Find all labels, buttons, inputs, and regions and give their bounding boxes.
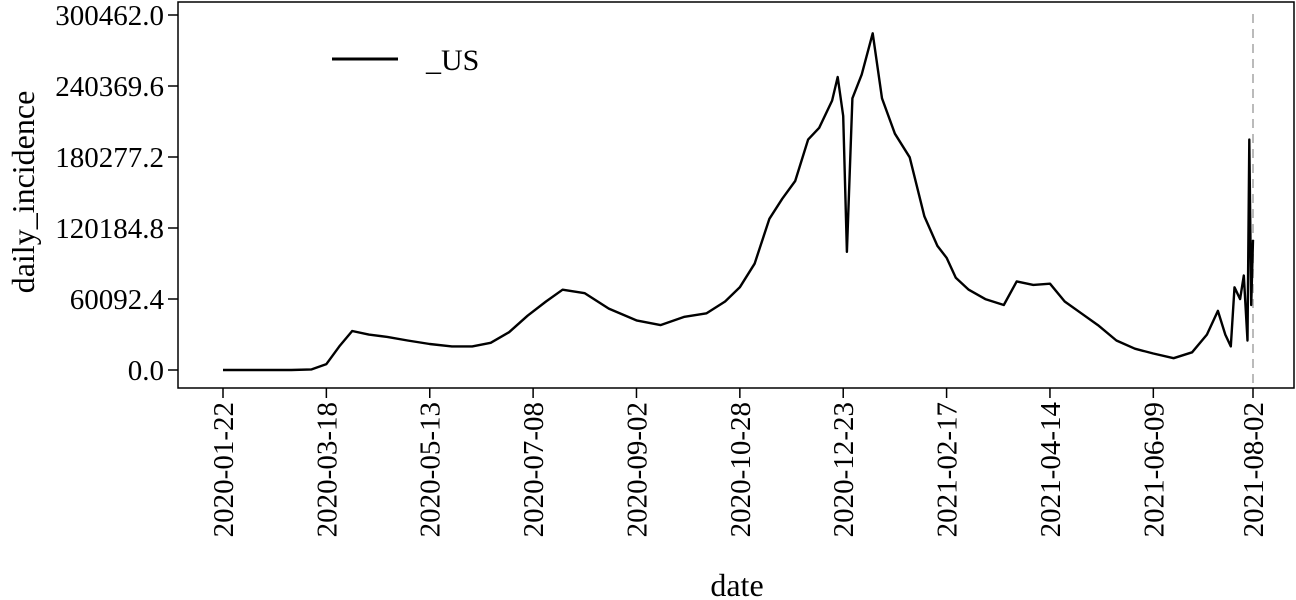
y-tick-label: 60092.4 — [70, 284, 165, 316]
series-line-us — [223, 32, 1255, 372]
x-tick-label: 2021-04-14 — [1035, 402, 1067, 538]
plot-area — [177, 1, 1295, 389]
legend: _US — [332, 44, 479, 77]
x-tick-label: 2021-06-09 — [1138, 402, 1170, 537]
x-axis-title: date — [710, 567, 763, 600]
series-layer — [223, 32, 1255, 372]
legend-label-us: _US — [425, 44, 479, 77]
y-axis-title: daily_incidence — [5, 91, 41, 294]
x-tick-label: 2021-08-02 — [1238, 402, 1270, 537]
x-tick-label: 2020-05-13 — [415, 402, 447, 537]
y-tick-label: 240369.6 — [55, 71, 164, 103]
x-tick-label: 2020-01-22 — [208, 402, 240, 537]
y-tick-label: 0.0 — [128, 355, 164, 387]
y-axis: 0.0 60092.4 120184.8 180277.2 240369.6 300462… — [55, 0, 178, 387]
x-tick-label: 2020-10-28 — [725, 402, 757, 537]
plot-frame — [177, 1, 1295, 389]
y-tick-label: 120184.8 — [55, 213, 164, 245]
y-tick-label: 300462.0 — [55, 0, 164, 32]
x-tick-label: 2020-03-18 — [311, 402, 343, 537]
y-tick-label: 180277.2 — [55, 142, 164, 174]
x-tick-label: 2020-09-02 — [622, 402, 654, 537]
x-tick-label: 2021-02-17 — [932, 402, 964, 537]
x-tick-label: 2020-12-23 — [828, 402, 860, 537]
x-tick-label: 2020-07-08 — [518, 402, 550, 537]
x-axis: 2020-01-22 2020-03-18 2020-05-13 2020-07-08… — [208, 388, 1270, 537]
